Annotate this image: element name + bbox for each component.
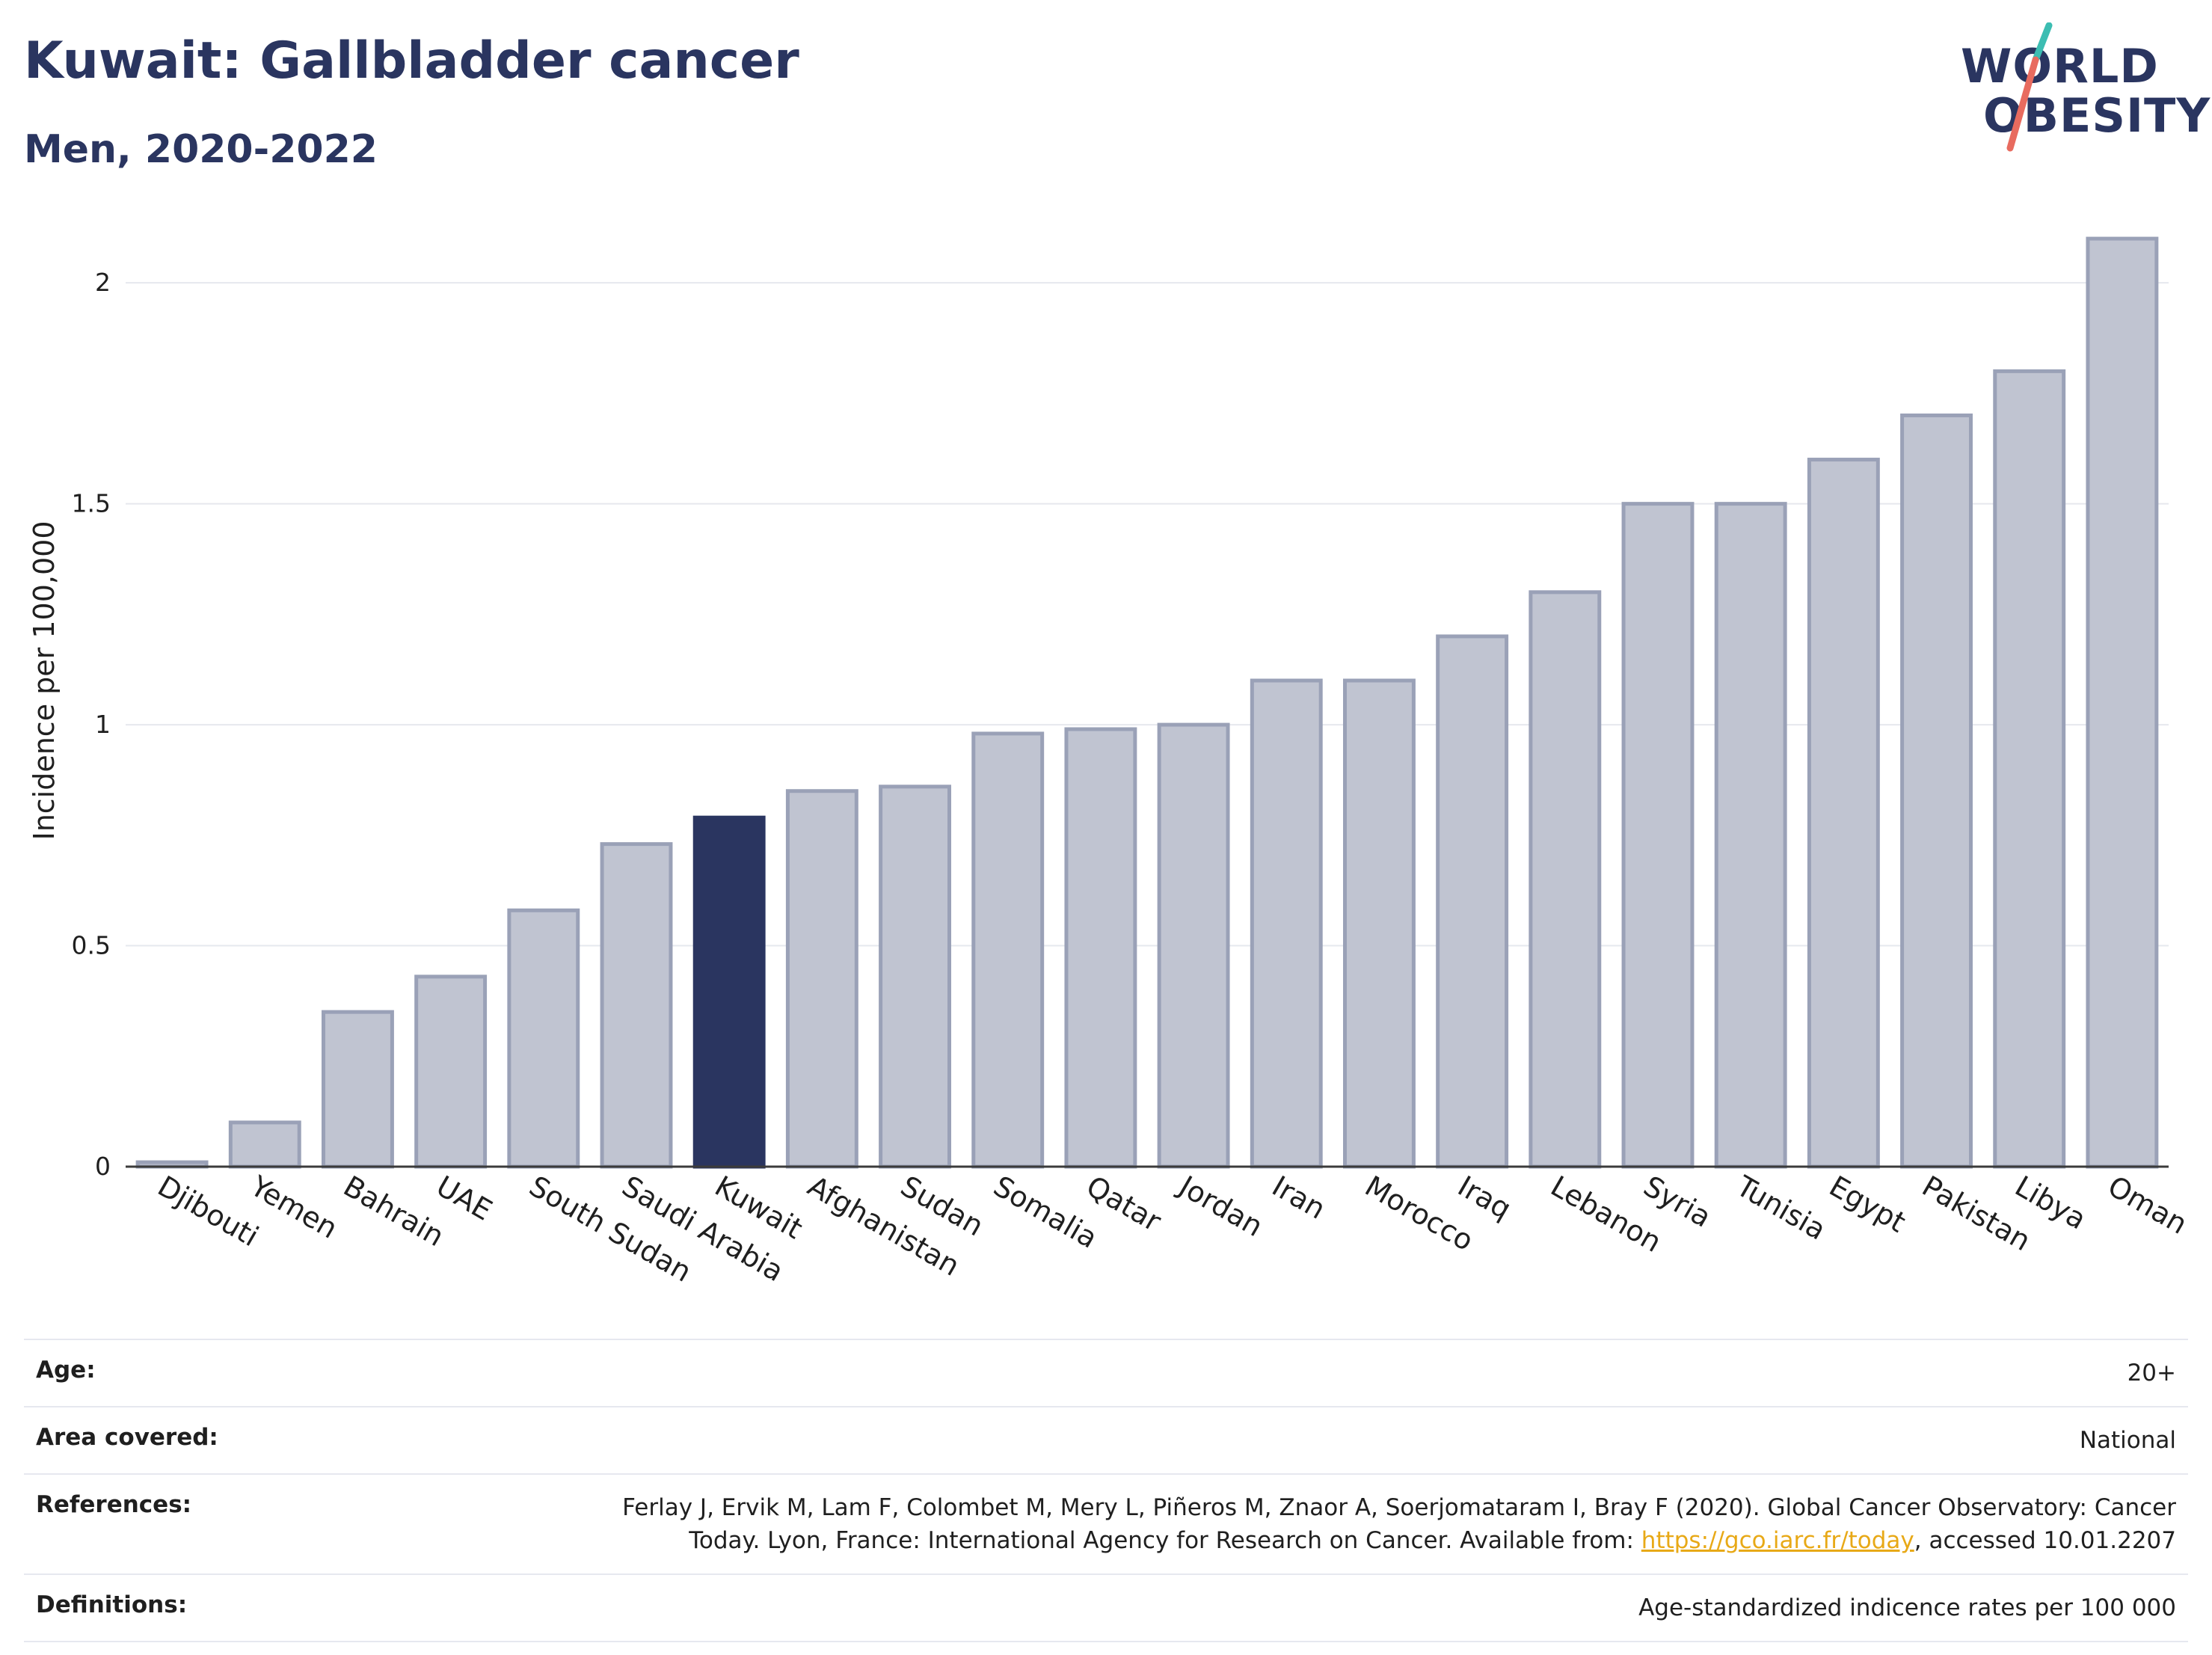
- bar-qatar: [1064, 727, 1137, 1169]
- references-accessed: , accessed 10.01.2207: [1914, 1527, 2176, 1555]
- bar-jordan: [1157, 722, 1230, 1169]
- area-label: Area covered:: [36, 1424, 218, 1452]
- bar-south-sudan: [507, 908, 580, 1169]
- bar-afghanistan: [785, 789, 858, 1169]
- info-table: Age: 20+ Area covered: National Referenc…: [24, 1339, 2188, 1643]
- bar-sudan: [879, 784, 951, 1169]
- bar-libya: [1993, 369, 2066, 1169]
- age-label: Age:: [36, 1357, 96, 1384]
- y-tick-label: 0.5: [72, 931, 111, 960]
- references-label: References:: [36, 1491, 192, 1519]
- references-text: Ferlay J, Ervik M, Lam F, Colombet M, Me…: [622, 1494, 2176, 1555]
- area-value: National: [2079, 1427, 2176, 1455]
- bar-oman: [2086, 236, 2159, 1169]
- bar-morocco: [1343, 678, 1416, 1169]
- x-tick-label: Bahrain: [338, 1170, 449, 1253]
- y-tick-label: 1: [95, 710, 111, 739]
- bar-pakistan: [1900, 413, 1973, 1169]
- x-tick-label: Jordan: [1173, 1169, 1268, 1244]
- bar-iran: [1250, 678, 1323, 1169]
- bar-uae: [414, 974, 488, 1169]
- info-row-definitions: Definitions: Age-standardized indicence …: [24, 1573, 2188, 1643]
- y-tick-label: 2: [95, 268, 111, 297]
- logo-word-world: WORLD: [1961, 39, 2159, 93]
- x-tick-label: Somalia: [988, 1170, 1103, 1255]
- definitions-value: Age-standardized indicence rates per 100…: [1638, 1594, 2176, 1622]
- references-value: Ferlay J, Ervik M, Lam F, Colombet M, Me…: [576, 1491, 2176, 1557]
- world-obesity-logo: WORLD OBESITY: [1952, 22, 2210, 157]
- bar-lebanon: [1529, 590, 1602, 1169]
- references-link[interactable]: https://gco.iarc.fr/today: [1641, 1527, 1914, 1555]
- x-tick-label: Yemen: [245, 1169, 343, 1245]
- bar-yemen: [228, 1120, 301, 1169]
- x-tick-label: Tunisia: [1730, 1169, 1831, 1247]
- x-tick-label: Iran: [1267, 1170, 1331, 1226]
- y-tick-label: 0: [95, 1152, 111, 1181]
- bar-syria: [1621, 502, 1695, 1169]
- x-tick-label: UAE: [431, 1170, 497, 1227]
- info-row-area: Area covered: National: [24, 1406, 2188, 1473]
- bar-tunisia: [1714, 502, 1787, 1169]
- x-tick-label: Iraq: [1452, 1170, 1517, 1226]
- definitions-label: Definitions:: [36, 1591, 188, 1619]
- logo-slash-icon: [2006, 22, 2053, 152]
- info-row-references: References: Ferlay J, Ervik M, Lam F, Co…: [24, 1473, 2188, 1573]
- y-axis-label: Incidence per 100,000: [28, 521, 61, 840]
- bar-chart: 0 0.5 1 1.5 2 Incidence per 100,000 DjiboutiYe…: [28, 236, 2193, 1289]
- bar-kuwait: [692, 815, 766, 1169]
- bar-bahrain: [322, 1010, 394, 1169]
- bar-somalia: [971, 731, 1045, 1169]
- y-tick-label: 1.5: [72, 489, 111, 518]
- bar-saudi-arabia: [600, 842, 673, 1169]
- chart-title: Kuwait: Gallbladder cancer: [24, 31, 799, 90]
- info-row-age: Age: 20+: [24, 1339, 2188, 1406]
- bar-egypt: [1807, 458, 1880, 1169]
- x-tick-label: Egypt: [1824, 1170, 1911, 1239]
- age-value: 20+: [2127, 1360, 2176, 1387]
- x-tick-label: Oman: [2102, 1170, 2193, 1241]
- chart-subtitle: Men, 2020-2022: [24, 127, 378, 172]
- bar-iraq: [1436, 634, 1509, 1169]
- x-tick-label: Djibouti: [153, 1170, 265, 1253]
